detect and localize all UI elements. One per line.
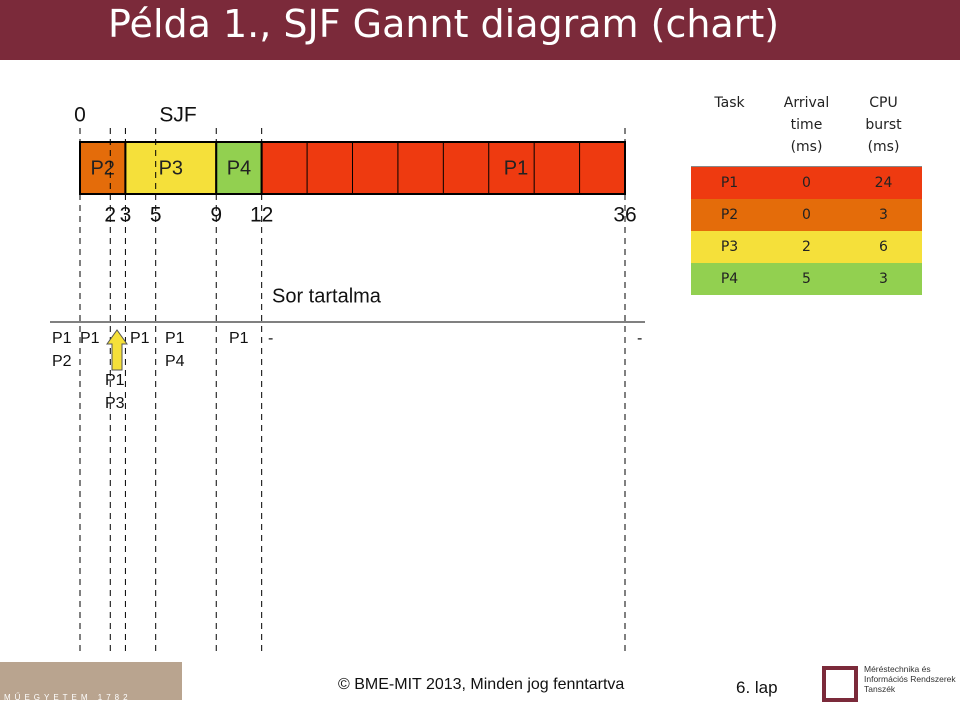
- time-label: 36: [613, 204, 636, 227]
- header: Példa 1., SJF Gannt diagram (chart): [0, 0, 960, 60]
- table-row: P2 0 3: [691, 199, 922, 231]
- table-header: Task: [691, 92, 768, 167]
- table-header: Arrival time (ms): [768, 92, 845, 167]
- title: Példa 1., SJF Gannt diagram (chart): [108, 2, 780, 46]
- copyright: © BME-MIT 2013, Minden jog fenntartva: [338, 676, 625, 693]
- arrow: [106, 329, 128, 371]
- algorithm-label: SJF: [159, 104, 196, 127]
- queue-item: P4: [165, 353, 185, 370]
- segment-label: P4: [227, 157, 251, 179]
- time-label: 2: [104, 204, 116, 227]
- segment-label: P2: [90, 157, 114, 179]
- table-cell: 3: [879, 207, 888, 223]
- footer: MŰEGYETEM 1782 © BME-MIT 2013, Minden jo…: [0, 660, 960, 705]
- logo: [822, 666, 858, 702]
- table-cell: 3: [879, 271, 888, 287]
- time-label: 0: [74, 104, 86, 127]
- queue-item: -: [637, 330, 642, 347]
- table-row: P4 5 3: [691, 263, 922, 295]
- table-cell: 5: [802, 271, 811, 287]
- time-label: 9: [210, 204, 222, 227]
- time-label: 3: [120, 204, 132, 227]
- segment-label: P3: [159, 157, 183, 179]
- logo-text: Méréstechnika és Információs Rendszerek …: [864, 664, 956, 694]
- queue-item: P1: [165, 330, 185, 347]
- queue-item: P1: [130, 330, 150, 347]
- table-cell: 24: [874, 175, 893, 191]
- gantt-segment: [124, 141, 218, 195]
- table-cell: P3: [720, 239, 739, 255]
- university-image: [0, 662, 182, 700]
- queue-item: P2: [52, 353, 72, 370]
- queue-item: P3: [105, 395, 125, 412]
- table-row: P3 2 6: [691, 231, 922, 263]
- table-cell: P1: [720, 175, 739, 191]
- page-number: 6. lap: [736, 678, 778, 697]
- task-table: Task Arrival time (ms) CPU burst (ms) P1 0 24…: [691, 92, 922, 295]
- table-cell: 6: [879, 239, 888, 255]
- table-cell: P2: [720, 207, 739, 223]
- table-cell: P4: [720, 271, 739, 287]
- queue-item: P1: [52, 330, 72, 347]
- queue-item: -: [268, 330, 273, 347]
- segment-label: P1: [504, 157, 528, 179]
- table-cell: 2: [802, 239, 811, 255]
- queue-item: P1: [105, 372, 125, 389]
- queue-item: P1: [80, 330, 100, 347]
- table-header: CPU burst (ms): [845, 92, 922, 167]
- queue-item: P1: [229, 330, 249, 347]
- gantt-segment: [79, 141, 127, 195]
- queue-title: Sor tartalma: [272, 285, 382, 307]
- table-row: P1 0 24: [691, 166, 922, 199]
- table-cell: 0: [802, 207, 811, 223]
- table-cell: 0: [802, 175, 811, 191]
- time-label: 12: [250, 204, 273, 227]
- university: MŰEGYETEM 1782: [4, 693, 132, 702]
- time-label: 5: [150, 204, 162, 227]
